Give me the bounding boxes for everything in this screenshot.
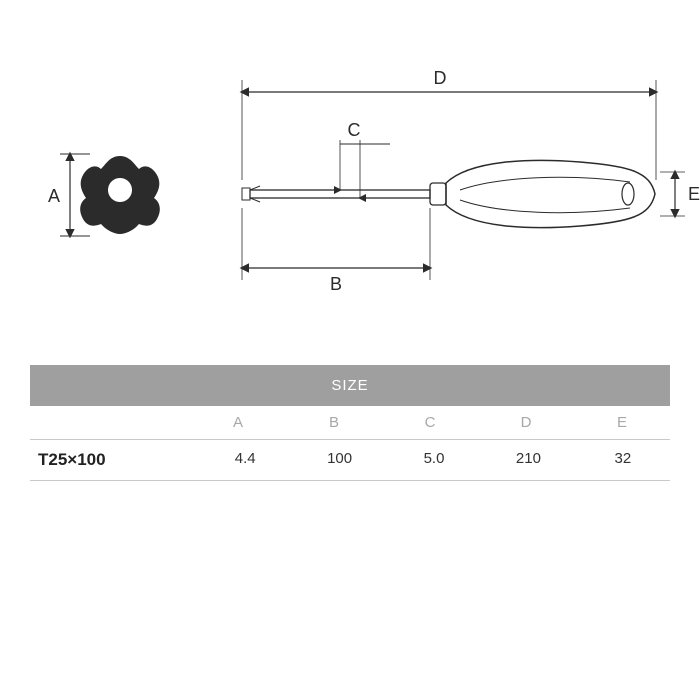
label-a: A [48,186,60,206]
model-column-spacer [30,406,190,439]
val-e: 32 [576,440,670,480]
model-label: T25×100 [30,440,198,480]
val-a: 4.4 [198,440,292,480]
dimension-a: A [48,154,90,236]
table-header: SIZE [30,365,670,406]
label-d: D [434,68,447,88]
col-c: C [382,406,478,439]
label-c: C [348,120,361,140]
diagram-svg: A [0,40,700,340]
col-a: A [190,406,286,439]
screwdriver-side-view: D C B E [242,68,700,294]
label-e: E [688,184,700,204]
val-d: 210 [481,440,575,480]
page: A [0,0,700,700]
table-column-header-row: A B C D E [30,406,670,440]
col-d: D [478,406,574,439]
table-row: T25×100 4.4 100 5.0 210 32 [30,440,670,481]
val-c: 5.0 [387,440,481,480]
technical-diagram: A [0,40,700,340]
label-b: B [330,274,342,294]
col-b: B [286,406,382,439]
size-table: SIZE A B C D E T25×100 4.4 100 5.0 210 3… [30,365,670,481]
val-b: 100 [292,440,386,480]
torx-cross-section [80,156,160,234]
col-e: E [574,406,670,439]
